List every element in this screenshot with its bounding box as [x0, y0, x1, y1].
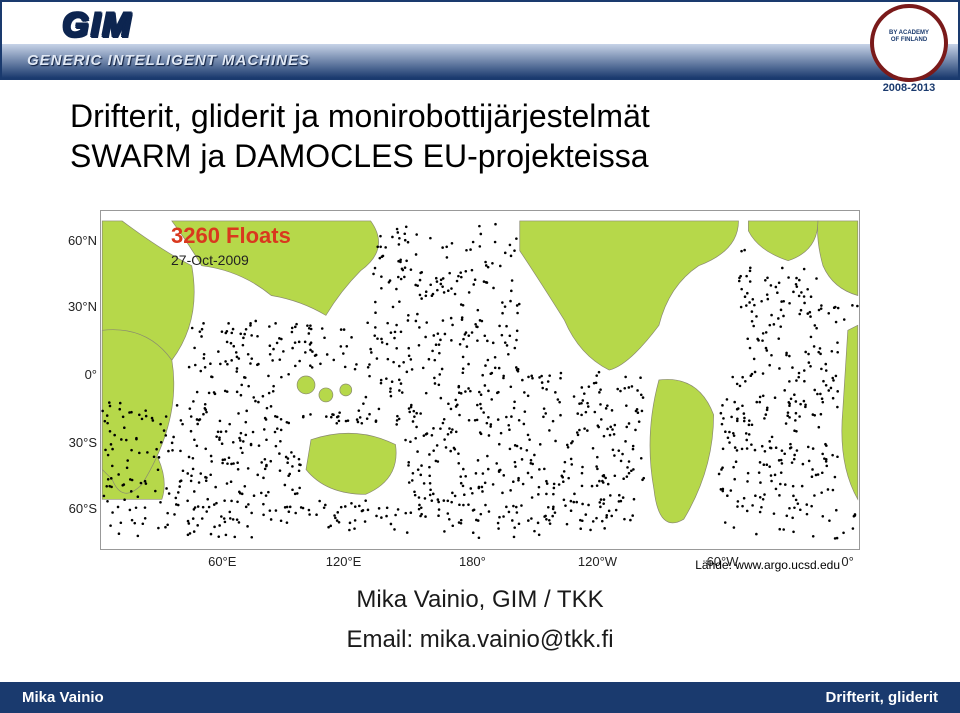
- excellence-badge: BY ACADEMY OF FINLAND 2008-2013: [870, 4, 948, 96]
- lon-60e: 60°E: [208, 554, 236, 569]
- lat-0: 0°: [61, 367, 97, 382]
- email-line: Email: mika.vainio@tkk.fi: [0, 626, 960, 654]
- lon-120e: 120°E: [326, 554, 362, 569]
- author-line: Mika Vainio, GIM / TKK: [0, 586, 960, 614]
- logo-main: GIM: [62, 6, 132, 44]
- footer-bar: Mika Vainio Drifterit, gliderit: [0, 679, 960, 713]
- argo-float-map: 3260 Floats 27-Oct-2009 60°N 30°N 0° 30°…: [100, 210, 860, 550]
- footer-right: Drifterit, gliderit: [825, 689, 938, 706]
- lon-0: 0°: [841, 554, 853, 569]
- gim-logo: GIM: [62, 6, 132, 45]
- header-band: GIM GENERIC INTELLIGENT MACHINES BY ACAD…: [0, 0, 960, 80]
- lat-30n: 30°N: [61, 299, 97, 314]
- lat-30s: 30°S: [61, 435, 97, 450]
- float-count-label: 3260 Floats 27-Oct-2009: [171, 225, 291, 269]
- footer-left: Mika Vainio: [22, 689, 104, 706]
- laurel-icon: BY ACADEMY OF FINLAND: [870, 4, 948, 82]
- badge-years: 2008-2013: [870, 82, 948, 94]
- title-line-2: SWARM ja DAMOCLES EU-projekteissa: [70, 136, 960, 176]
- source-citation: Lähde: www.argo.ucsd.edu: [695, 558, 840, 572]
- lat-60s: 60°S: [61, 501, 97, 516]
- lat-60n: 60°N: [61, 233, 97, 248]
- logo-subtitle: GENERIC INTELLIGENT MACHINES: [27, 52, 310, 69]
- float-date: 27-Oct-2009: [171, 252, 249, 268]
- lon-120w: 120°W: [578, 554, 617, 569]
- title-block: Drifterit, gliderit ja monirobottijärjes…: [0, 96, 960, 176]
- lon-180: 180°: [459, 554, 486, 569]
- badge-text: BY ACADEMY OF FINLAND: [874, 30, 944, 43]
- title-line-1: Drifterit, gliderit ja monirobottijärjes…: [70, 96, 960, 136]
